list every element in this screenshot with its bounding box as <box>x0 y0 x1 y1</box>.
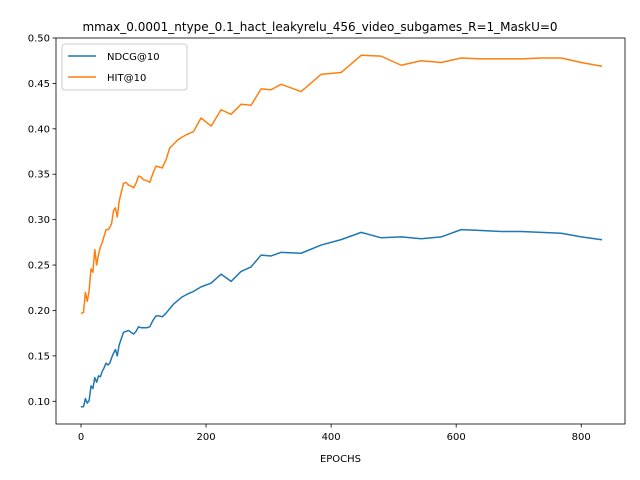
legend: NDCG@10 HIT@10 <box>61 43 188 91</box>
x-tick-label: 400 <box>322 432 341 443</box>
y-tick-label: 0.45 <box>28 79 50 90</box>
x-tick-label: 0 <box>78 432 84 443</box>
legend-label-ndcg: NDCG@10 <box>107 52 160 63</box>
x-tick-label: 600 <box>447 432 466 443</box>
y-tick-label: 0.40 <box>28 124 50 135</box>
y-tick-label: 0.50 <box>28 34 50 45</box>
legend-label-hit: HIT@10 <box>107 73 146 84</box>
series-line-hit <box>80 54 603 315</box>
y-tick-label: 0.30 <box>28 215 50 226</box>
y-tick-label: 0.35 <box>28 170 50 181</box>
y-tick-label: 0.25 <box>28 261 50 272</box>
chart-title: mmax_0.0001_ntype_0.1_hact_leakyrelu_456… <box>82 20 557 34</box>
plot-area <box>80 54 603 408</box>
y-tick-label: 0.15 <box>28 351 50 362</box>
x-axis-label: EPOCHS <box>320 454 361 465</box>
x-tick-label: 800 <box>572 432 591 443</box>
y-axis: 0.10 0.15 0.20 0.25 0.30 0.35 0.40 0.45 0.50 <box>28 34 56 408</box>
x-tick-label: 200 <box>197 432 216 443</box>
series-line-ndcg <box>80 228 603 408</box>
y-tick-label: 0.10 <box>28 397 50 408</box>
x-axis: 0 200 400 600 800 <box>78 424 591 443</box>
plot-frame <box>55 37 626 425</box>
y-tick-label: 0.20 <box>28 306 50 317</box>
